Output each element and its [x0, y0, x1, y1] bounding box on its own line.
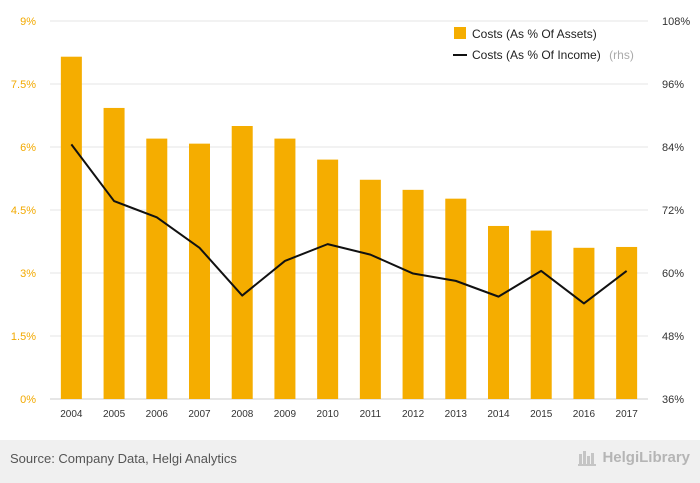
x-tick-label: 2004 [60, 409, 83, 420]
chart: 0% 1.5% 3% 4.5% 6% 7.5% 9% 36% 48% 60% 72% 84% 96% 1… [11, 16, 690, 420]
right-axis: 36% 48% 60% 72% 84% 96% 108% [662, 16, 690, 406]
legend-swatch-bar [454, 27, 466, 39]
x-tick-label: 2006 [146, 409, 169, 420]
legend-label-line-note: (rhs) [609, 48, 634, 62]
bar-2004 [60, 56, 82, 399]
x-tick-label: 2013 [445, 409, 468, 420]
x-tick-label: 2014 [487, 409, 510, 420]
bar-2013 [445, 198, 467, 399]
legend: Costs (As % Of Assets) Costs (As % Of In… [453, 27, 634, 63]
left-tick-label: 0% [20, 394, 36, 406]
right-tick-label: 108% [662, 16, 690, 28]
x-tick-label: 2011 [360, 409, 382, 420]
logo-icon [578, 451, 597, 466]
x-tick-label: 2008 [231, 409, 254, 420]
right-tick-label: 72% [662, 205, 684, 217]
footer-bar [0, 440, 700, 483]
left-tick-label: 4.5% [11, 205, 36, 217]
x-axis: 2004 2005 2006 2007 2008 2009 2010 2011 2012 2013… [60, 409, 638, 420]
helgi-library-logo: HelgiLibrary [578, 448, 690, 466]
bar-2005 [103, 107, 125, 399]
right-tick-label: 60% [662, 268, 684, 280]
bar-2015 [530, 230, 552, 399]
left-tick-label: 7.5% [11, 79, 36, 91]
bar-2014 [488, 225, 509, 399]
bar-2016 [573, 247, 595, 399]
bar-2017 [616, 246, 638, 399]
left-tick-label: 6% [20, 142, 36, 154]
left-axis: 0% 1.5% 3% 4.5% 6% 7.5% 9% [11, 16, 36, 406]
bar-2011 [359, 179, 381, 399]
right-tick-label: 96% [662, 79, 684, 91]
line-costs-income [70, 143, 628, 305]
bar-2006 [146, 138, 168, 399]
bar-2008 [231, 126, 253, 399]
legend-label-line-name: Costs (As % Of Income) [472, 48, 601, 62]
x-tick-label: 2010 [317, 409, 340, 420]
x-tick-label: 2009 [274, 409, 297, 420]
line-series-costs-income [70, 143, 628, 305]
left-tick-label: 1.5% [11, 331, 36, 343]
right-tick-label: 84% [662, 142, 684, 154]
x-tick-label: 2017 [616, 409, 639, 420]
bar-2007 [189, 143, 210, 399]
right-tick-label: 36% [662, 394, 684, 406]
bar-series-costs-assets [60, 56, 638, 399]
logo-text: HelgiLibrary [602, 448, 690, 466]
x-tick-label: 2005 [103, 409, 126, 420]
left-tick-label: 9% [20, 16, 36, 28]
x-tick-label: 2016 [573, 409, 596, 420]
x-tick-label: 2012 [402, 409, 425, 420]
source-text: Source: Company Data, Helgi Analytics [10, 451, 237, 466]
right-tick-label: 48% [662, 331, 684, 343]
x-tick-label: 2015 [530, 409, 553, 420]
bar-2010 [317, 159, 339, 399]
x-tick-label: 2007 [188, 409, 211, 420]
bar-2009 [274, 138, 296, 399]
bar-2012 [402, 189, 424, 399]
left-tick-label: 3% [20, 268, 36, 280]
legend-label-line: Costs (As % Of Income) (rhs) [472, 46, 634, 63]
legend-label-bar: Costs (As % Of Assets) [472, 27, 597, 41]
